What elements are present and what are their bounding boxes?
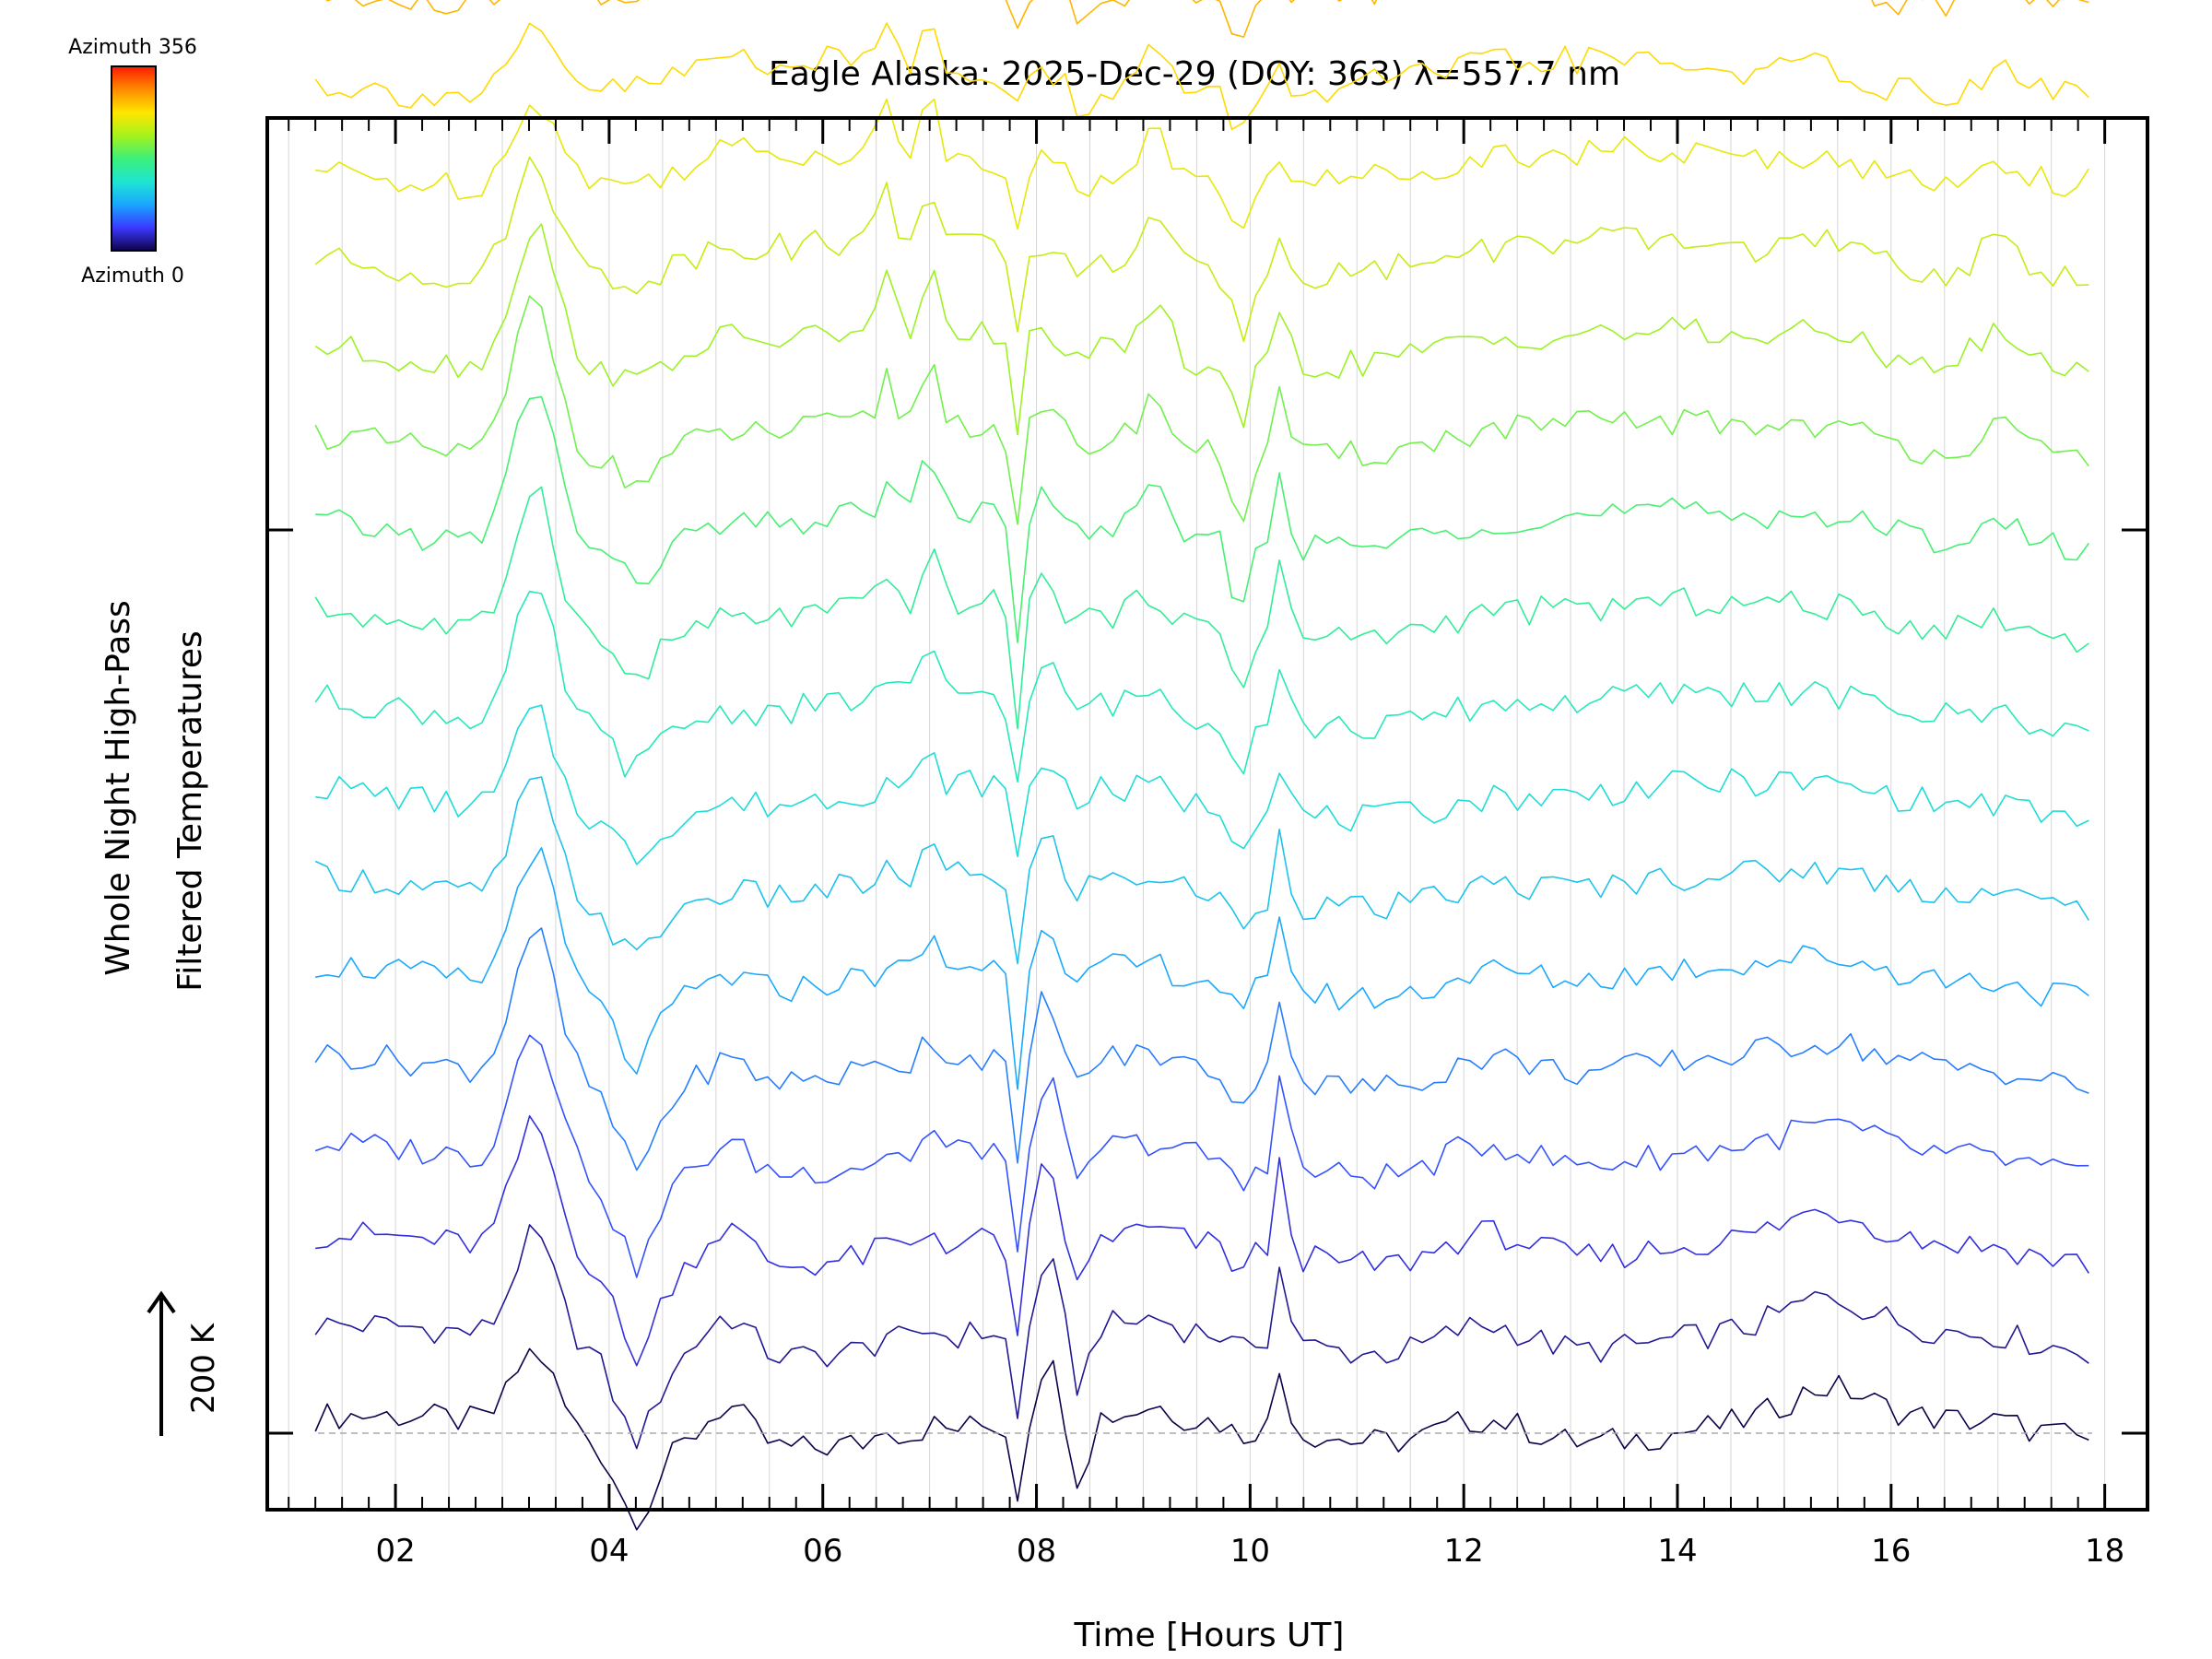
- y-axis-label-line2: Filtered Temperatures: [171, 630, 209, 992]
- chart-title: Eagle Alaska: 2025-Dec-29 (DOY: 363) λ=5…: [769, 55, 1620, 93]
- x-gridlines: [288, 118, 2106, 1510]
- x-tick-label: 14: [1657, 1533, 1697, 1570]
- colorbar-top-label: Azimuth 356: [68, 36, 197, 59]
- plot-frame: [265, 116, 2149, 1512]
- x-axis-label: Time [Hours UT]: [1074, 1617, 1345, 1654]
- axis-ticks: [267, 118, 2147, 1510]
- trace-line: [314, 223, 2089, 436]
- trace-line: [315, 847, 2089, 1090]
- x-tick-label: 10: [1230, 1533, 1270, 1570]
- trace-line: [314, 156, 2089, 343]
- trace-line: [314, 1224, 2089, 1450]
- trace-line: [314, 1347, 2089, 1531]
- colorbar: [111, 65, 157, 252]
- trace-line: [315, 704, 2089, 865]
- temperature-traces: [314, 0, 2089, 1531]
- trace-line: [314, 1034, 2089, 1278]
- x-tick-label: 16: [1871, 1533, 1911, 1570]
- x-tick-label: 02: [375, 1533, 415, 1570]
- trace-line: [314, 776, 2089, 965]
- trace-line: [315, 98, 2089, 230]
- x-tick-label: 08: [1017, 1533, 1056, 1570]
- trace-line: [314, 22, 2089, 131]
- x-tick-label: 18: [2085, 1533, 2124, 1570]
- x-tick-label: 12: [1444, 1533, 1484, 1570]
- trace-line: [314, 590, 2089, 782]
- trace-line: [314, 927, 2089, 1171]
- y-axis-label-line1: Whole Night High-Pass: [100, 600, 137, 976]
- trace-line: [314, 295, 2089, 525]
- x-tick-label: 04: [589, 1533, 629, 1570]
- trace-line: [325, 0, 2089, 38]
- trace-line: [315, 1115, 2089, 1367]
- trace-line: [314, 486, 2089, 730]
- scale-arrow: [147, 1290, 176, 1436]
- colorbar-bottom-label: Azimuth 0: [81, 265, 184, 288]
- scale-label: 200 K: [185, 1322, 222, 1414]
- x-tick-label: 06: [803, 1533, 842, 1570]
- trace-line: [315, 395, 2089, 643]
- x-tick-labels: 02 04 06 08 10 12 14 16 18: [375, 1533, 2124, 1570]
